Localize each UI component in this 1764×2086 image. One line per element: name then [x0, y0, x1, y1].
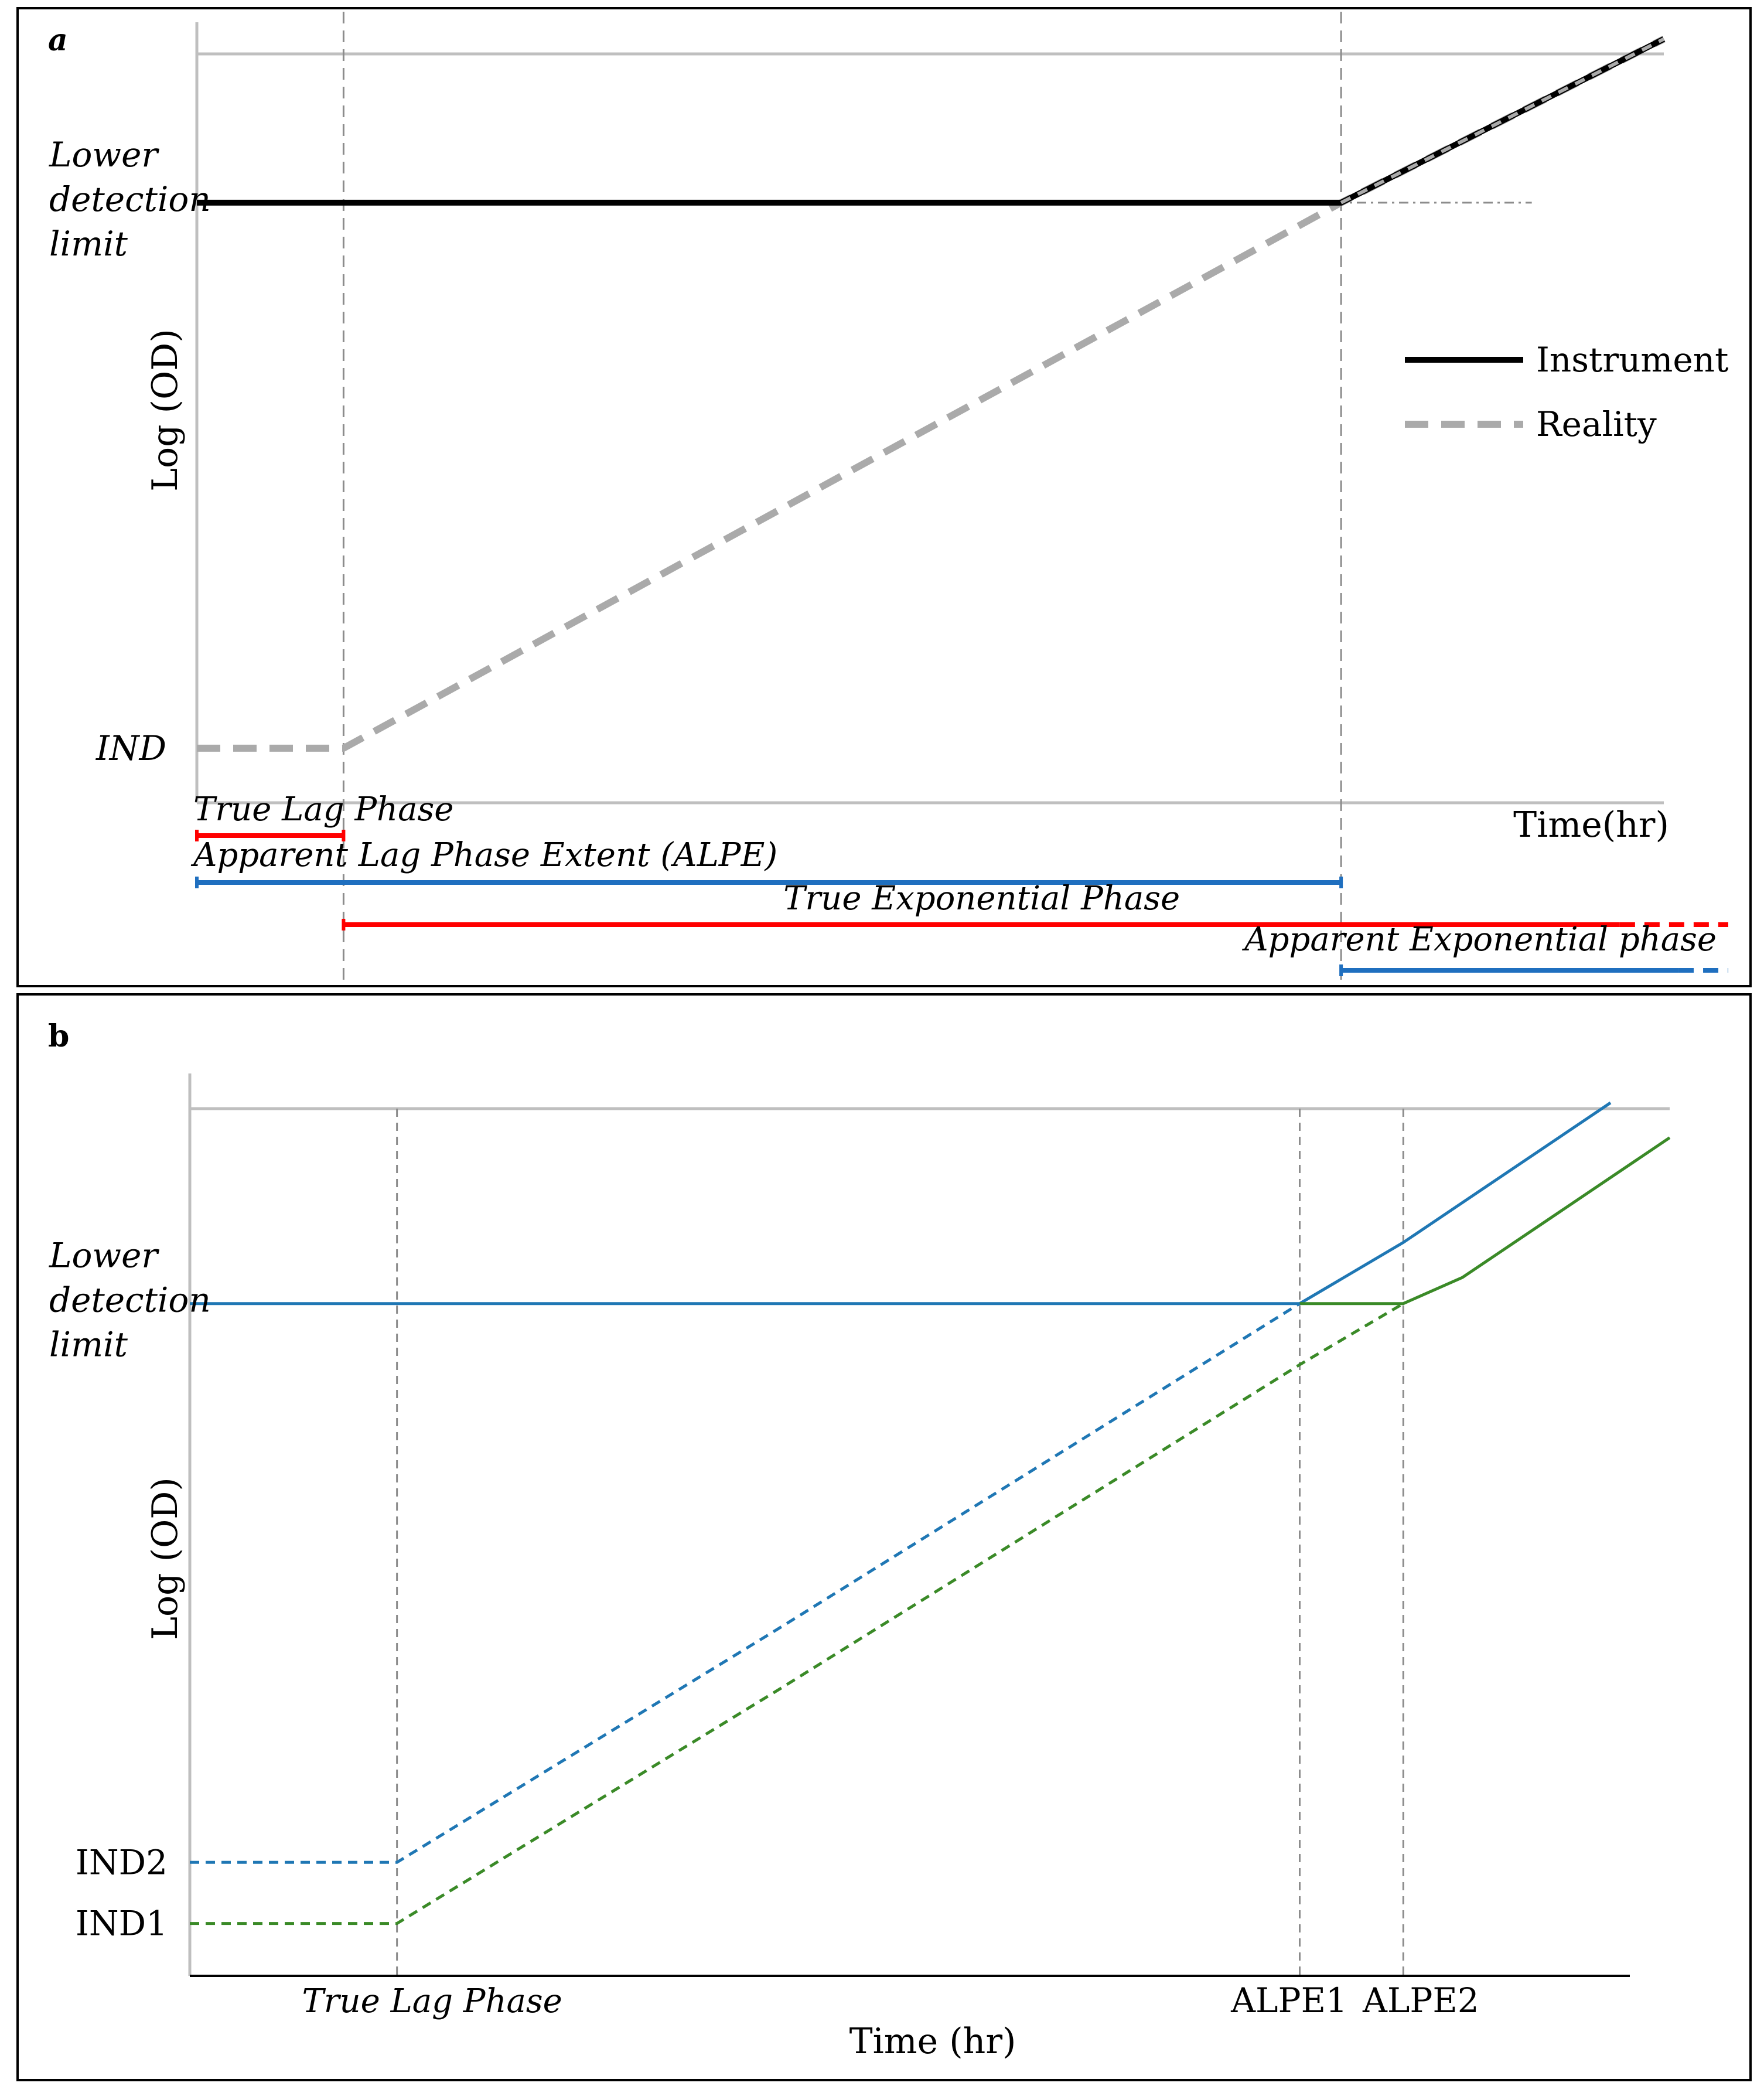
panel-b-ind2-label: IND2: [76, 1842, 168, 1882]
panel-b-label: b: [48, 1018, 69, 1054]
panel-a-y-axis-label: Log (OD): [145, 329, 186, 492]
panel-b-lower-detection-limit-label: Lower detection limit: [49, 1236, 221, 1365]
panel-b-alpe1-label: ALPE1: [1230, 1981, 1347, 2020]
panel-b-series-instrument-ind1: [1299, 1136, 1671, 1306]
ldl-line-1: Lower: [49, 135, 159, 175]
panel-b-series-reality-ind2: [190, 1302, 1301, 1864]
panel-a-lower-detection-limit-label: Lower detection limit: [49, 135, 221, 264]
panel-a-legend: Instrument Reality: [1405, 340, 1728, 444]
panel-b-alpe2-label: ALPE2: [1362, 1981, 1479, 2020]
panel-b: b Lower detection limit IND2 IND1 True L…: [16, 993, 1752, 2081]
panel-b-y-axis-label: Log (OD): [145, 1477, 186, 1640]
svg-text:Lower detection: Lower detection limit: [49, 1236, 221, 1365]
phase-label-1: Apparent Lag Phase Extent (ALPE): [190, 836, 777, 874]
panel-a-x-axis-label: Time(hr): [1513, 805, 1669, 846]
phase-label-2: True Exponential Phase: [783, 880, 1180, 918]
panel-b-ind1-label: IND1: [76, 1904, 168, 1944]
panel-a-ind-label: IND: [95, 728, 166, 768]
panel-a-phase-bars: True Lag Phase Apparent Lag Phase Extent …: [190, 790, 1728, 976]
panel-a: a Lower detection limit IND Log (OD) Tim…: [16, 7, 1752, 987]
svg-text:Lower detection: Lower detection limit: [49, 135, 221, 264]
ldl-line-3: limit: [49, 224, 128, 264]
panel-b-x-axis-label: Time (hr): [849, 2021, 1016, 2062]
ldl-line-1: Lower: [49, 1236, 159, 1276]
ldl-line-3: limit: [49, 1325, 128, 1365]
legend-reality-label: Reality: [1536, 404, 1657, 444]
panel-a-series-overlap: [1340, 37, 1665, 204]
ldl-line-2: detection: [49, 179, 211, 219]
panel-a-frame: [16, 7, 1752, 987]
panel-b-series-instrument-ind2: [190, 1101, 1612, 1306]
legend-instrument-label: Instrument: [1536, 340, 1728, 380]
panel-b-true-lag-phase-label: True Lag Phase: [302, 1982, 562, 2020]
phase-label-0: True Lag Phase: [193, 790, 453, 829]
panel-b-frame: [16, 993, 1752, 2081]
phase-label-3: Apparent Exponential phase: [1241, 921, 1717, 959]
panel-a-label: a: [48, 22, 68, 58]
ldl-line-2: detection: [49, 1280, 211, 1320]
